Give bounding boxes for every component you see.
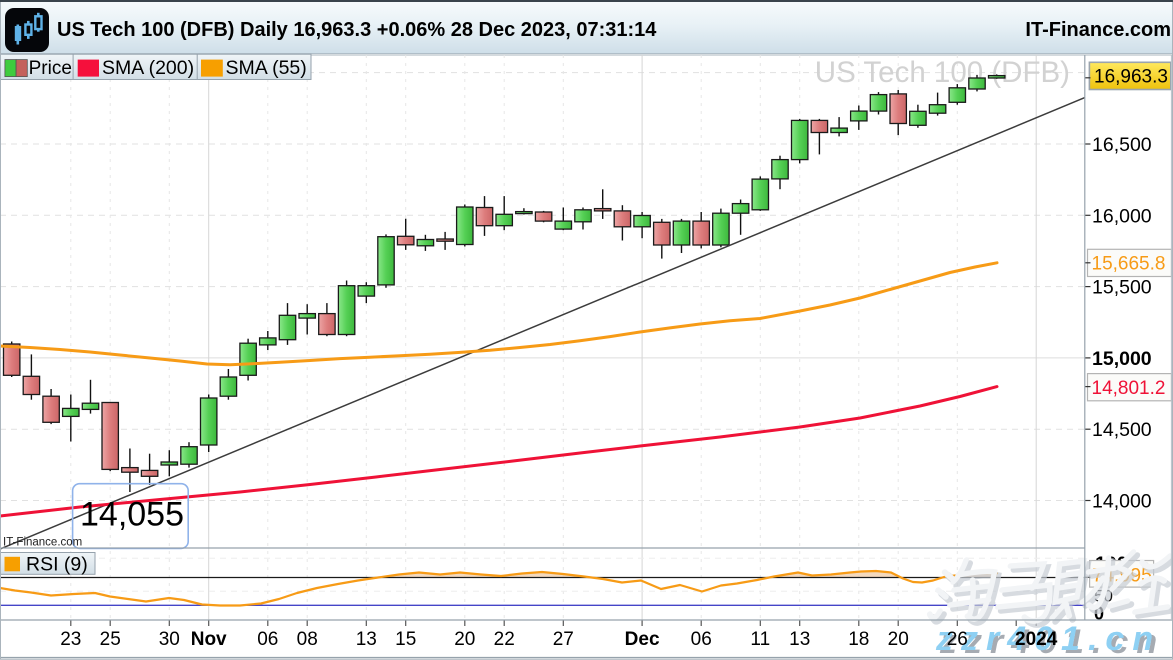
- svg-text:18: 18: [848, 629, 869, 650]
- svg-text:14,000: 14,000: [1092, 491, 1152, 513]
- svg-text:16,000: 16,000: [1092, 205, 1152, 227]
- svg-text:zzr401.cn: zzr401.cn: [935, 620, 1161, 658]
- svg-text:Price: Price: [29, 58, 72, 79]
- svg-text:20: 20: [454, 629, 475, 650]
- svg-text:13: 13: [789, 629, 810, 650]
- svg-text:IT-Finance.com: IT-Finance.com: [3, 537, 82, 549]
- svg-text:27: 27: [553, 629, 574, 650]
- svg-text:15,500: 15,500: [1092, 277, 1152, 299]
- svg-text:06: 06: [257, 629, 278, 650]
- svg-text:Dec: Dec: [625, 629, 660, 650]
- svg-text:25: 25: [100, 629, 121, 650]
- svg-text:20: 20: [888, 629, 909, 650]
- svg-text:15,665.8: 15,665.8: [1092, 254, 1166, 275]
- svg-text:14,055: 14,055: [80, 496, 184, 534]
- svg-text:15,000: 15,000: [1092, 348, 1152, 370]
- svg-text:06: 06: [691, 629, 712, 650]
- svg-text:15: 15: [395, 629, 416, 650]
- svg-text:30: 30: [159, 629, 180, 650]
- svg-text:14,500: 14,500: [1092, 419, 1152, 441]
- svg-text:13: 13: [356, 629, 377, 650]
- svg-text:22: 22: [494, 629, 515, 650]
- svg-text:23: 23: [60, 629, 81, 650]
- svg-text:2024: 2024: [1015, 629, 1058, 650]
- svg-text:SMA (55): SMA (55): [226, 57, 307, 79]
- svg-text:SMA (200): SMA (200): [102, 57, 194, 79]
- svg-text:US Tech 100 (DFB): US Tech 100 (DFB): [815, 56, 1070, 89]
- svg-text:08: 08: [297, 629, 318, 650]
- svg-text:RSI (9): RSI (9): [26, 554, 88, 576]
- svg-text:11: 11: [750, 629, 770, 650]
- svg-text:Nov: Nov: [191, 629, 227, 650]
- svg-text:zzr401.cn: zzr401.cn: [939, 623, 1165, 660]
- svg-text:16,963.3: 16,963.3: [1094, 67, 1168, 88]
- svg-text:26: 26: [947, 629, 968, 650]
- svg-text:14,801.2: 14,801.2: [1092, 378, 1166, 399]
- svg-text:16,500: 16,500: [1092, 134, 1152, 156]
